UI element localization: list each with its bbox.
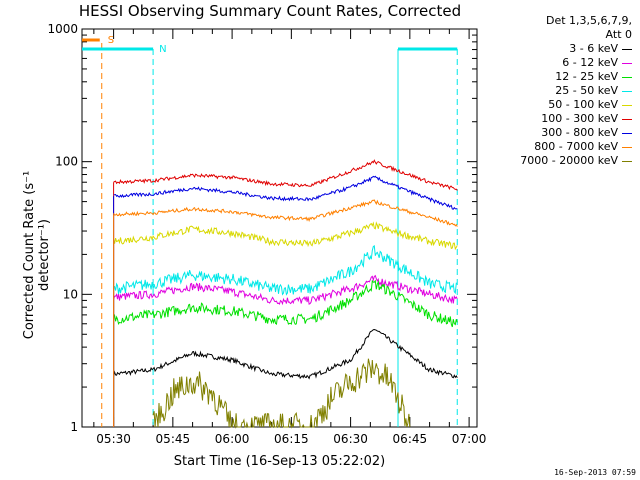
series-line-25-50-keV [113,245,458,296]
legend-entry: 50 - 100 keV [472,98,632,112]
x-axis-label: Start Time (16-Sep-13 05:22:02) [173,454,386,469]
legend-entry-label: 7000 - 20000 keV [520,154,618,167]
flag-annotation-label: N [159,44,166,55]
x-tick-label: 06:45 [393,432,428,446]
legend-swatch [622,90,632,92]
x-tick-label: 07:00 [452,432,487,446]
legend-header-line-1: Det 1,3,5,6,7,9, [545,14,632,27]
footnote-timestamp: 16-Sep-2013 07:59 [554,468,636,477]
series-line-50-100-keV [113,221,458,251]
legend-entry-label: 6 - 12 keV [562,56,618,69]
legend-swatch [622,48,632,50]
x-tick-label: 05:30 [96,432,131,446]
legend-swatch [622,62,632,64]
legend-swatch [622,132,632,134]
y-tick-label: 10 [63,287,78,301]
series-line-12-25-keV [113,279,458,328]
legend-entry-label: 800 - 7000 keV [534,140,618,153]
legend-entry: 300 - 800 keV [472,126,632,140]
legend-swatch [622,146,632,148]
x-tick-label: 06:15 [274,432,309,446]
legend-swatch [622,118,632,120]
chart-title: HESSI Observing Summary Count Rates, Cor… [78,2,462,20]
series-line-7000-20000-keV [152,358,411,429]
legend-entry: 3 - 6 keV [472,42,632,56]
legend-rows: 3 - 6 keV 6 - 12 keV 12 - 25 keV 25 - 50 ke… [472,42,632,168]
series-line-100-300-keV [113,159,458,191]
x-tick-label: 05:45 [156,432,191,446]
legend-entry: 800 - 7000 keV [472,140,632,154]
legend-entry: 12 - 25 keV [472,70,632,84]
plot-frame [81,28,478,428]
series-line-6-12-keV [113,274,458,306]
chart-legend: Det 1,3,5,6,7,9, Att 0 3 - 6 keV 6 - 12 k… [472,14,632,168]
series-line-800-7000-keV [113,199,458,227]
legend-entry: 100 - 300 keV [472,112,632,126]
y-tick-label: 1000 [47,22,78,36]
legend-swatch [622,76,632,78]
legend-swatch [622,104,632,106]
y-tick-label: 100 [55,155,78,169]
legend-entry-label: 50 - 100 keV [548,98,618,111]
legend-entry-label: 25 - 50 keV [555,84,618,97]
legend-entry-label: 12 - 25 keV [555,70,618,83]
y-axis-label: Corrected Count Rate (s⁻¹ detector⁻¹) [22,170,52,340]
series-line-3-6-keV [113,328,458,380]
legend-entry-label: 300 - 800 keV [541,126,618,139]
legend-entry: 6 - 12 keV [472,56,632,70]
legend-entry-label: 100 - 300 keV [541,112,618,125]
y-tick-label: 1 [70,420,78,434]
x-tick-label: 06:30 [333,432,368,446]
flag-annotation-label: S [108,35,114,46]
legend-entry-label: 3 - 6 keV [569,42,618,55]
legend-entry: 25 - 50 keV [472,84,632,98]
legend-swatch [622,160,632,162]
legend-header-line-2: Att 0 [605,28,632,41]
series-line-300-800-keV [113,175,458,210]
x-tick-label: 06:00 [215,432,250,446]
legend-entry: 7000 - 20000 keV [472,154,632,168]
